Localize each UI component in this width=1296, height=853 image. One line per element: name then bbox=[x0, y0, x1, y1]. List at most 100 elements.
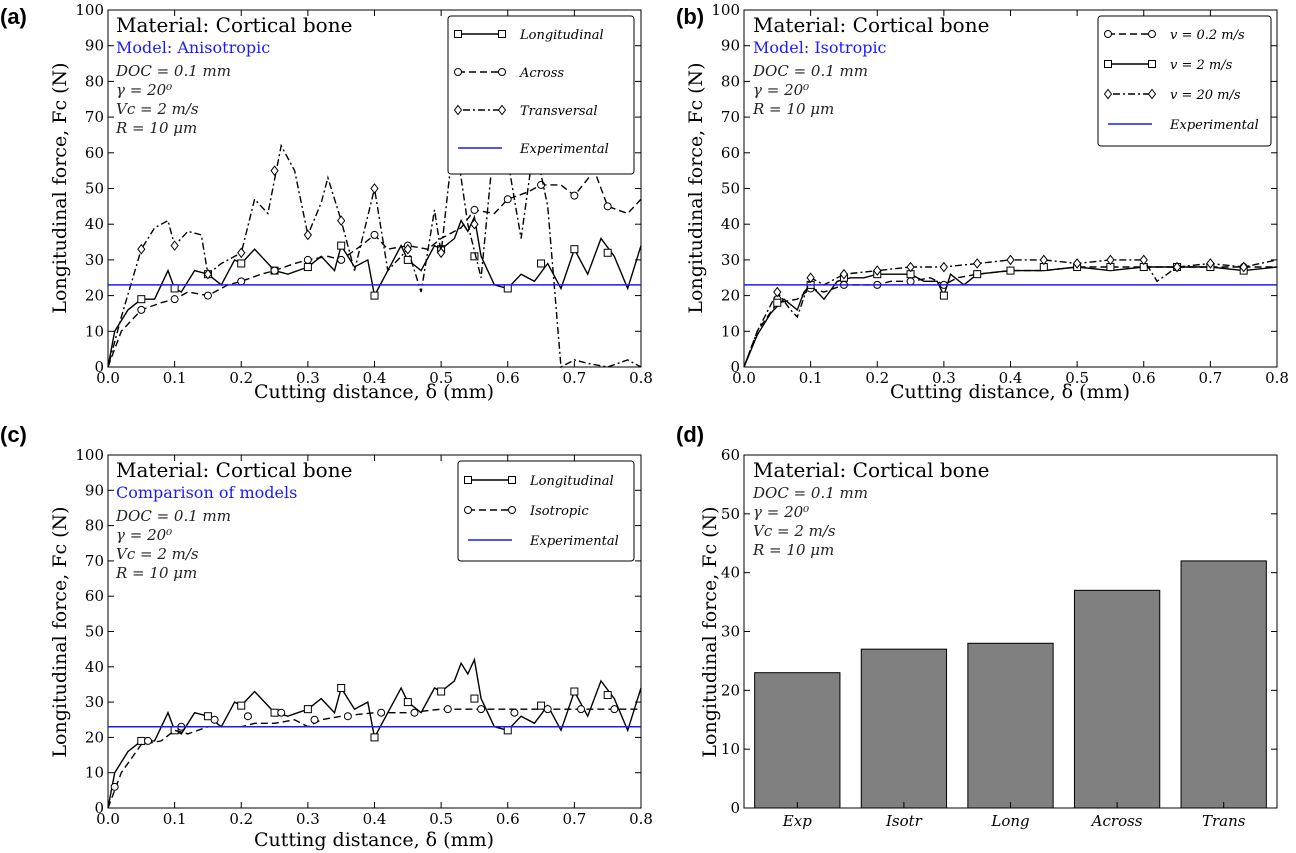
category-label-isotr: Isotr bbox=[885, 812, 923, 830]
panel-d-param-3: Vc = 2 m/s bbox=[753, 522, 836, 540]
c-series-1-marker bbox=[210, 715, 219, 724]
c-y-tick-label: 30 bbox=[85, 693, 104, 711]
b-series-2-marker bbox=[1006, 254, 1015, 266]
b-series-1-marker bbox=[939, 291, 948, 300]
axes-c: 0.0 0.1 0.2 0.3 0.4 0.5 0.6 0.7 0.8 0 10 20 30 40 50 60… bbox=[75, 446, 653, 828]
a-series-2-marker bbox=[237, 247, 246, 259]
c-series-0-marker bbox=[203, 712, 212, 721]
b-series-2-marker bbox=[1139, 254, 1148, 266]
a-series-0-marker bbox=[537, 259, 546, 268]
b-series-2-marker bbox=[1172, 261, 1182, 273]
a-x-tick-label: 0.5 bbox=[429, 369, 453, 387]
a-legend-label-0: Longitudinal bbox=[519, 28, 604, 43]
c-legend-marker bbox=[464, 476, 472, 484]
y-axis-title-c: Longitudinal force, Fc (N) bbox=[49, 506, 71, 757]
a-series-2-marker bbox=[370, 183, 379, 194]
a-series-1-marker bbox=[237, 277, 246, 286]
c-series-1-marker bbox=[577, 705, 586, 714]
a-series-0-line bbox=[107, 214, 642, 368]
a-x-tick-label: 0.4 bbox=[363, 369, 387, 387]
legend-c: Longitudinal Isotropic Experimental bbox=[457, 460, 635, 562]
c-series-0-marker bbox=[537, 701, 546, 710]
b-legend-marker bbox=[1103, 88, 1113, 100]
b-legend-label-0: v = 0.2 m/s bbox=[1170, 28, 1245, 43]
bar-isotr bbox=[860, 648, 948, 809]
c-x-tick-label: 0.1 bbox=[163, 810, 187, 828]
c-series-0-marker bbox=[370, 733, 379, 742]
bar-long bbox=[967, 642, 1054, 809]
c-y-tick-label: 60 bbox=[85, 587, 104, 605]
a-series-2-marker bbox=[137, 243, 146, 255]
panel-b-heading: Material: Cortical bone bbox=[753, 13, 989, 37]
a-x-tick-label: 0.6 bbox=[496, 369, 520, 387]
panel-label-a: (a) bbox=[0, 4, 27, 29]
c-x-tick-label: 0.6 bbox=[496, 810, 520, 828]
b-y-tick-label: 60 bbox=[721, 144, 740, 162]
b-legend-label-3: Experimental bbox=[1169, 118, 1259, 133]
panel-label-c: (c) bbox=[0, 422, 27, 447]
y-axis-title-a: Longitudinal force, Fc (N) bbox=[49, 62, 71, 313]
c-series-0-marker bbox=[137, 736, 146, 745]
b-series-2-marker bbox=[939, 261, 949, 273]
a-y-tick-label: 40 bbox=[85, 215, 104, 233]
panel-c: (c) Material: Cortical bone Comparison o… bbox=[0, 422, 653, 851]
a-series-2-marker bbox=[337, 215, 346, 226]
legend-box-a bbox=[447, 15, 635, 175]
b-y-tick-label: 80 bbox=[721, 72, 740, 90]
panel-d-param-4: R = 10 μm bbox=[752, 541, 834, 559]
b-series-2-marker bbox=[806, 272, 815, 284]
legend-a: Longitudinal Across Transversal Experimenta… bbox=[447, 15, 635, 175]
panel-b-param-2: γ = 20⁰ bbox=[753, 81, 809, 99]
b-y-tick-label: 100 bbox=[711, 1, 740, 19]
c-y-tick-label: 70 bbox=[85, 552, 104, 570]
a-y-tick-label: 0 bbox=[94, 358, 104, 376]
a-series-2-marker bbox=[270, 165, 279, 176]
a-series-1-marker bbox=[503, 195, 512, 204]
b-y-tick-label: 10 bbox=[721, 322, 740, 340]
chart-data-d bbox=[754, 560, 1267, 809]
chart-data-b bbox=[743, 254, 1278, 368]
c-legend-marker bbox=[508, 506, 516, 514]
c-legend-marker bbox=[508, 476, 516, 484]
c-series-1-marker bbox=[143, 736, 152, 745]
panel-a-model: Model: Anisotropic bbox=[116, 38, 270, 57]
a-y-tick-label: 20 bbox=[85, 287, 104, 305]
d-y-tick-label: 30 bbox=[721, 623, 740, 641]
c-y-tick-label: 20 bbox=[85, 728, 104, 746]
c-x-tick-label: 0.7 bbox=[562, 810, 586, 828]
panel-a-param-2: γ = 20⁰ bbox=[116, 81, 172, 99]
a-series-0-marker bbox=[303, 263, 312, 272]
a-x-tick-label: 0.0 bbox=[96, 369, 120, 387]
c-x-tick-label: 0.8 bbox=[629, 810, 653, 828]
panel-c-param-2: γ = 20⁰ bbox=[116, 526, 172, 544]
a-legend-marker bbox=[453, 104, 463, 116]
a-series-2-marker bbox=[436, 247, 446, 259]
c-series-0-marker bbox=[603, 691, 612, 700]
a-series-0-marker bbox=[503, 284, 512, 293]
x-axis-title-a: Cutting distance, δ (mm) bbox=[254, 381, 494, 403]
a-y-tick-label: 60 bbox=[85, 144, 104, 162]
a-series-0-marker bbox=[403, 255, 412, 264]
b-series-2-marker bbox=[906, 261, 915, 273]
c-series-0-marker bbox=[470, 694, 479, 703]
c-series-1-marker bbox=[377, 708, 386, 717]
a-series-1-marker bbox=[303, 255, 312, 264]
a-y-tick-label: 90 bbox=[85, 37, 104, 55]
axes-d: 0 10 20 30 40 50 60 Exp Isotr Long Across Trans bbox=[721, 446, 1277, 830]
a-y-tick-label: 100 bbox=[75, 1, 104, 19]
a-legend-label-3: Experimental bbox=[519, 142, 609, 157]
a-y-tick-label: 30 bbox=[85, 251, 104, 269]
b-x-tick-label: 0.6 bbox=[1132, 369, 1156, 387]
a-y-tick-label: 10 bbox=[85, 322, 104, 340]
c-y-tick-label: 100 bbox=[75, 446, 104, 464]
c-series-1-marker bbox=[310, 715, 319, 724]
a-legend-marker bbox=[498, 30, 506, 38]
panel-b-param-1: DOC = 0.1 mm bbox=[752, 62, 868, 80]
c-series-0-marker bbox=[303, 705, 312, 714]
b-x-tick-label: 0.5 bbox=[1065, 369, 1089, 387]
c-series-1-marker bbox=[510, 708, 519, 717]
a-legend-marker bbox=[454, 30, 462, 38]
panel-b-model: Model: Isotropic bbox=[753, 38, 887, 57]
b-series-1-line bbox=[743, 266, 1278, 368]
